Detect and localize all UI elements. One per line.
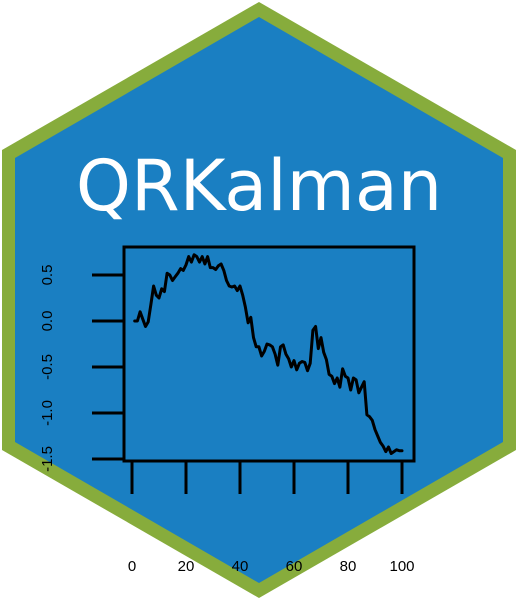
x-tick-label: 80 — [340, 558, 357, 575]
x-axis: 0 20 40 60 80 100 — [128, 461, 415, 575]
y-tick-label: -1.5 — [39, 446, 56, 472]
y-tick-label: -1.0 — [39, 400, 56, 426]
logo-title: QRKalman — [76, 145, 442, 227]
x-tick-label: 100 — [389, 558, 414, 575]
x-tick-label: 60 — [286, 558, 303, 575]
x-tick-label: 40 — [232, 558, 249, 575]
line-chart: 0.5 0.0 -0.5 -1.0 -1.5 0 20 40 60 80 100 — [39, 245, 416, 575]
y-tick-label: 0.0 — [39, 311, 56, 332]
y-tick-label: 0.5 — [39, 265, 56, 286]
y-axis: 0.5 0.0 -0.5 -1.0 -1.5 — [39, 265, 124, 472]
x-tick-label: 0 — [128, 558, 136, 575]
y-tick-label: -0.5 — [39, 354, 56, 380]
plot-frame — [122, 245, 416, 463]
series-line — [133, 253, 404, 455]
x-tick-label: 20 — [178, 558, 195, 575]
